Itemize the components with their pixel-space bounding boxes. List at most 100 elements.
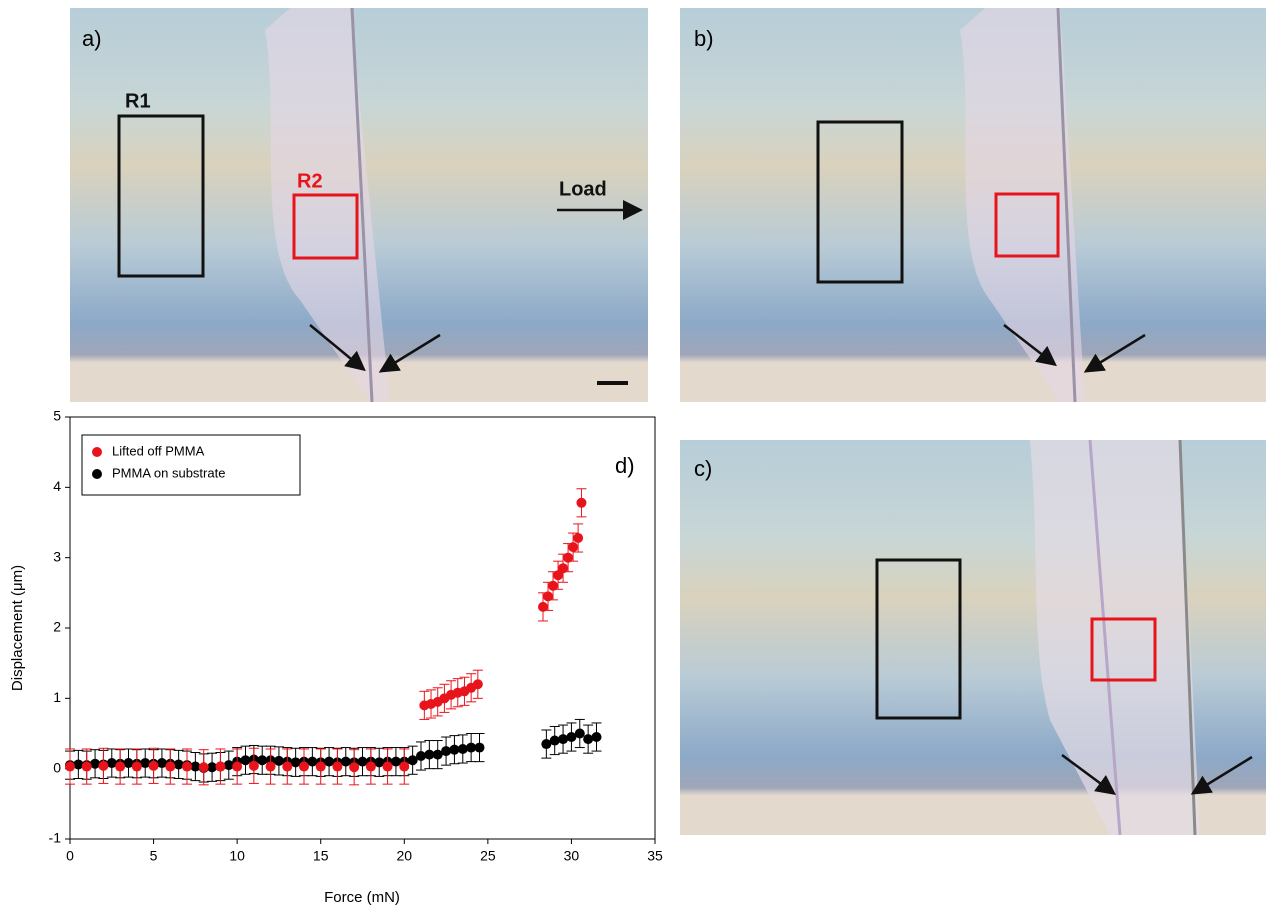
point xyxy=(340,756,351,767)
point xyxy=(140,758,151,769)
legend-marker xyxy=(92,469,102,479)
legend-marker xyxy=(92,447,102,457)
point xyxy=(548,580,559,591)
point xyxy=(566,732,577,743)
point xyxy=(407,755,418,766)
point xyxy=(472,679,483,690)
x-tick-label: 35 xyxy=(647,848,663,864)
point xyxy=(315,761,326,772)
point xyxy=(416,751,426,762)
legend-label: Lifted off PMMA xyxy=(112,443,205,458)
point xyxy=(573,532,584,543)
x-tick-label: 30 xyxy=(564,848,580,864)
point xyxy=(73,759,84,770)
x-tick-label: 0 xyxy=(66,848,74,864)
point xyxy=(390,756,401,767)
point xyxy=(382,761,393,772)
point xyxy=(290,757,301,768)
point xyxy=(307,756,318,767)
y-tick-label: 2 xyxy=(53,619,61,635)
point xyxy=(148,760,159,771)
region-label: R2 xyxy=(297,170,323,192)
point xyxy=(591,732,602,743)
point xyxy=(365,761,376,772)
point xyxy=(538,601,549,612)
x-tick-label: 20 xyxy=(396,848,412,864)
point xyxy=(98,760,109,771)
point xyxy=(81,761,92,772)
panel-label: c) xyxy=(694,456,712,481)
point xyxy=(182,761,192,772)
point xyxy=(563,552,574,563)
point xyxy=(324,756,335,767)
point xyxy=(399,761,410,772)
point xyxy=(558,563,569,574)
y-tick-label: 0 xyxy=(53,759,61,775)
point xyxy=(574,728,585,739)
legend xyxy=(81,434,301,496)
micrograph-a: a) R1 R2 Load xyxy=(70,7,648,403)
point xyxy=(106,758,117,769)
x-tick-label: 15 xyxy=(313,848,329,864)
point xyxy=(549,735,560,746)
load-label: Load xyxy=(559,178,607,200)
point xyxy=(232,761,243,772)
point xyxy=(424,749,435,760)
point xyxy=(282,761,293,772)
point xyxy=(265,761,276,772)
point xyxy=(349,762,360,773)
point xyxy=(299,761,309,772)
point xyxy=(207,762,218,773)
point xyxy=(541,739,552,750)
point xyxy=(248,760,259,771)
point xyxy=(115,761,126,772)
point xyxy=(466,742,477,753)
point xyxy=(583,734,594,745)
point xyxy=(558,734,569,745)
point xyxy=(432,749,443,760)
panel-label: a) xyxy=(82,26,102,51)
x-tick-label: 25 xyxy=(480,848,496,864)
point xyxy=(576,497,587,508)
panel-label: b) xyxy=(694,26,714,51)
point xyxy=(156,758,167,769)
legend-label: PMMA on substrate xyxy=(112,465,225,480)
point xyxy=(357,756,368,767)
panel-label: d) xyxy=(615,453,635,478)
point xyxy=(543,591,554,602)
point xyxy=(240,755,251,766)
point xyxy=(198,762,209,773)
point xyxy=(332,761,343,772)
point xyxy=(374,757,385,768)
point xyxy=(441,746,452,757)
y-tick-label: 4 xyxy=(53,478,61,494)
x-axis-label: Force (mN) xyxy=(324,889,400,906)
point xyxy=(273,755,284,766)
point xyxy=(65,761,75,772)
micrograph-b: b) xyxy=(680,7,1266,403)
y-tick-label: 1 xyxy=(53,689,61,705)
point xyxy=(215,761,226,772)
point xyxy=(568,542,579,553)
point xyxy=(553,570,564,581)
point xyxy=(190,761,201,772)
point xyxy=(123,758,134,769)
point xyxy=(257,755,268,766)
point xyxy=(165,761,176,772)
y-axis-label: Displacement (μm) xyxy=(9,565,26,691)
point xyxy=(474,742,485,753)
point xyxy=(449,744,460,755)
y-tick-label: -1 xyxy=(49,830,62,846)
region-label: R1 xyxy=(125,90,151,112)
x-tick-label: 5 xyxy=(150,848,158,864)
y-tick-label: 5 xyxy=(53,408,61,424)
point xyxy=(131,761,142,772)
point xyxy=(173,759,184,770)
x-tick-label: 10 xyxy=(229,848,245,864)
point xyxy=(90,758,101,769)
point xyxy=(457,743,468,754)
y-tick-label: 3 xyxy=(53,548,61,564)
point xyxy=(223,760,234,771)
micrograph-c: c) xyxy=(680,439,1266,836)
